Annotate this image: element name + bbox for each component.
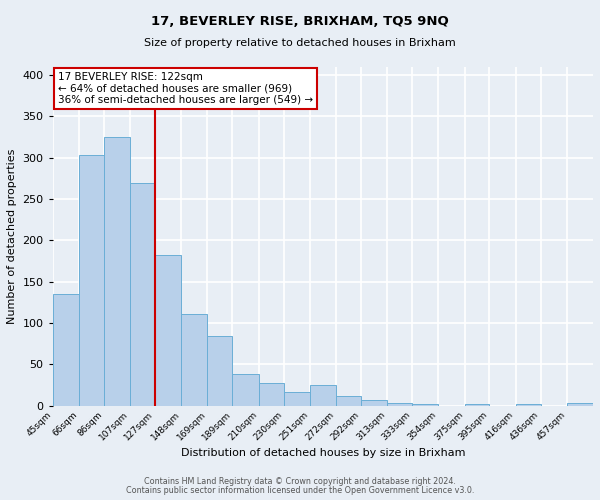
Bar (155, 255, 181, 406)
Bar (104, 137, 130, 406)
Bar (464, 404, 490, 406)
Bar (361, 400, 387, 406)
Bar (79, 156, 104, 406)
Bar (412, 404, 438, 406)
Text: 17, BEVERLEY RISE, BRIXHAM, TQ5 9NQ: 17, BEVERLEY RISE, BRIXHAM, TQ5 9NQ (151, 15, 449, 28)
Bar (387, 403, 412, 406)
Bar (567, 403, 593, 406)
Bar (232, 374, 259, 406)
Text: Contains HM Land Registry data © Crown copyright and database right 2024.: Contains HM Land Registry data © Crown c… (144, 477, 456, 486)
Y-axis label: Number of detached properties: Number of detached properties (7, 148, 17, 324)
Text: 17 BEVERLEY RISE: 122sqm
← 64% of detached houses are smaller (969)
36% of semi-: 17 BEVERLEY RISE: 122sqm ← 64% of detach… (58, 72, 313, 105)
Bar (181, 314, 208, 406)
Bar (284, 392, 310, 406)
Text: Contains public sector information licensed under the Open Government Licence v3: Contains public sector information licen… (126, 486, 474, 495)
Bar (259, 384, 284, 406)
Bar (53, 294, 79, 406)
Bar (310, 385, 336, 406)
Bar (208, 336, 232, 406)
Bar (336, 396, 361, 406)
X-axis label: Distribution of detached houses by size in Brixham: Distribution of detached houses by size … (181, 448, 465, 458)
Bar (130, 182, 155, 406)
Text: Size of property relative to detached houses in Brixham: Size of property relative to detached ho… (144, 38, 456, 48)
Bar (515, 404, 541, 406)
